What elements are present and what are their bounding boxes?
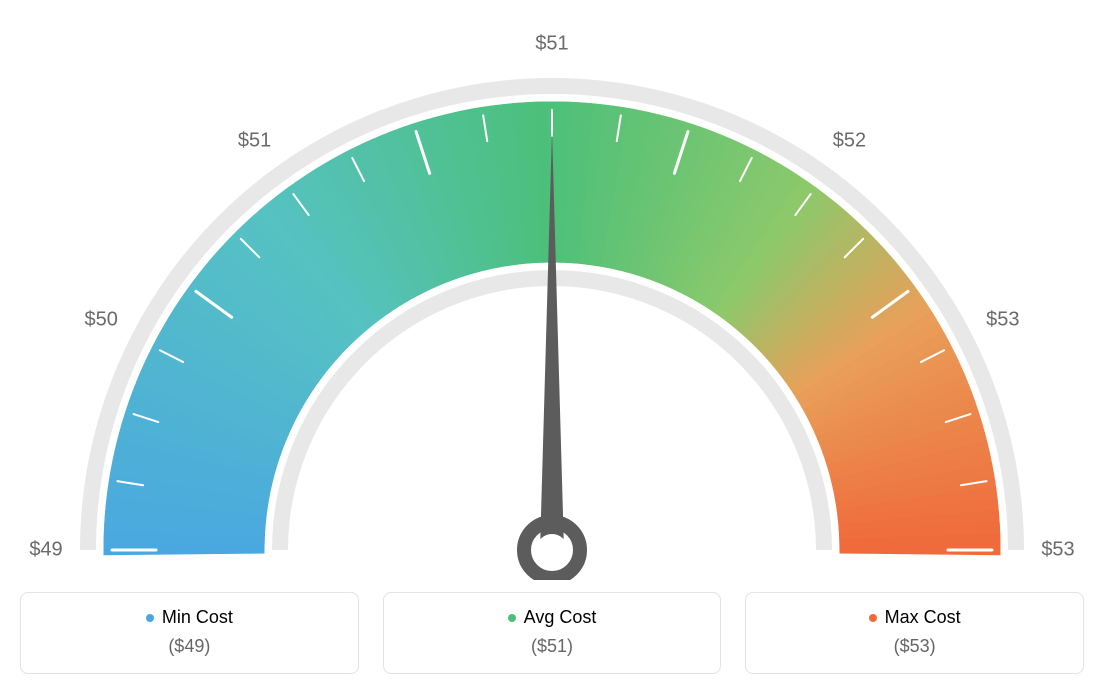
- scale-label: $53: [986, 309, 1019, 332]
- legend-title-avg: Avg Cost: [508, 607, 597, 628]
- legend-label: Max Cost: [885, 607, 961, 628]
- scale-label: $51: [535, 33, 568, 56]
- gauge-chart: $49 $50 $51 $51 $52 $53 $53: [20, 20, 1084, 580]
- legend-value-max: ($53): [756, 636, 1073, 657]
- legend-value-avg: ($51): [394, 636, 711, 657]
- legend-title-max: Max Cost: [869, 607, 961, 628]
- legend-label: Avg Cost: [524, 607, 597, 628]
- legend-dot-max: [869, 614, 877, 622]
- legend-dot-avg: [508, 614, 516, 622]
- legend-card-min: Min Cost ($49): [20, 592, 359, 674]
- legend-card-max: Max Cost ($53): [745, 592, 1084, 674]
- gauge-svg: [20, 20, 1084, 580]
- scale-label: $53: [1041, 539, 1074, 562]
- scale-label: $51: [238, 129, 271, 152]
- legend-dot-min: [146, 614, 154, 622]
- legend-value-min: ($49): [31, 636, 348, 657]
- legend-card-avg: Avg Cost ($51): [383, 592, 722, 674]
- scale-label: $49: [29, 539, 62, 562]
- scale-label: $52: [833, 129, 866, 152]
- scale-label: $50: [84, 309, 117, 332]
- legend-row: Min Cost ($49) Avg Cost ($51) Max Cost (…: [20, 592, 1084, 674]
- legend-label: Min Cost: [162, 607, 233, 628]
- legend-title-min: Min Cost: [146, 607, 233, 628]
